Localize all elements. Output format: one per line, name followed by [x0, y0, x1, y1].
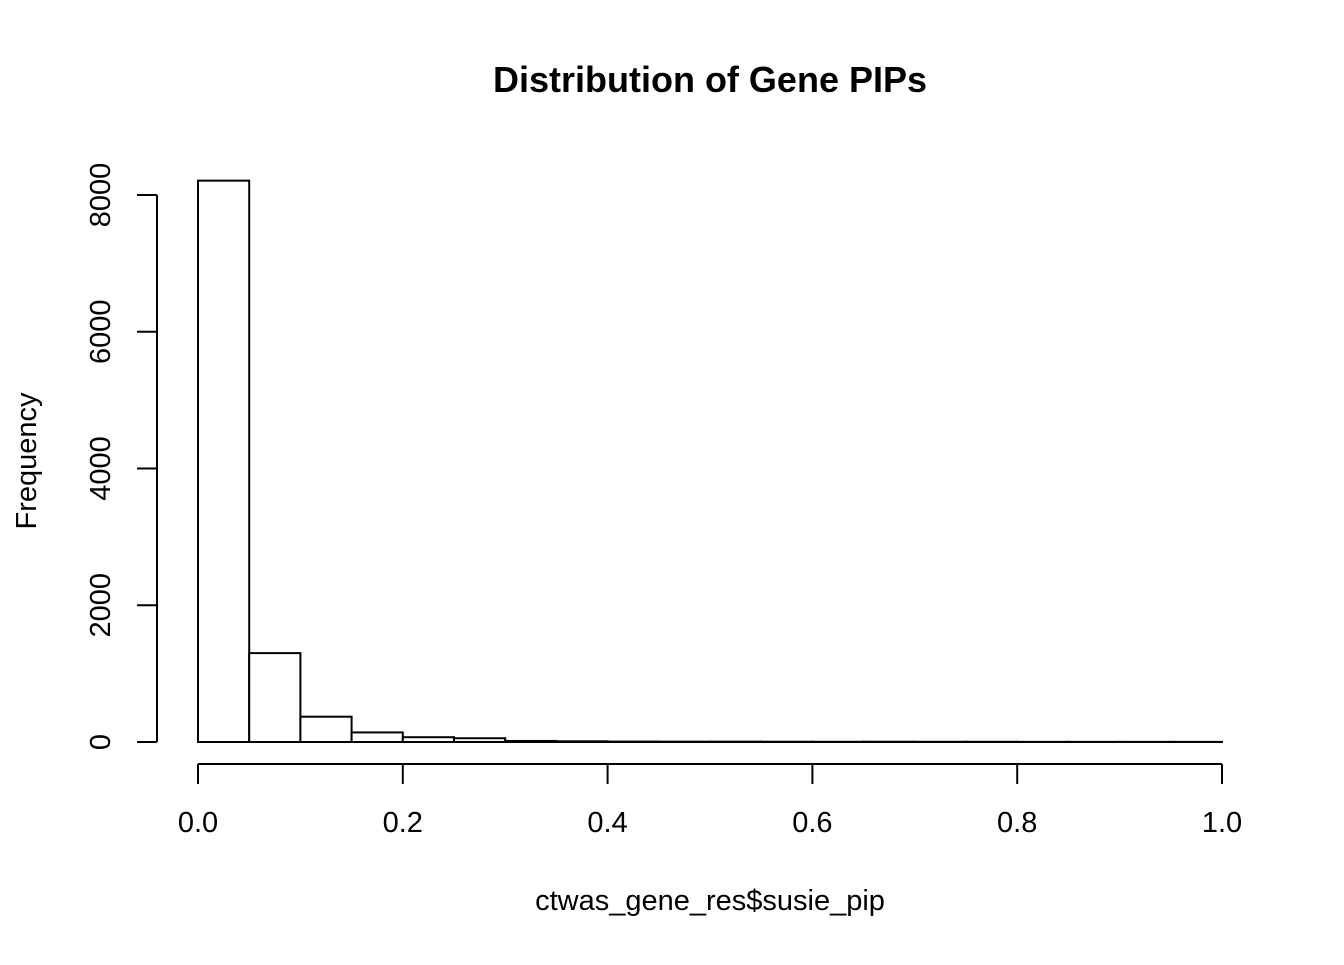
y-tick-label: 6000	[85, 299, 117, 364]
histogram-bar	[198, 181, 249, 742]
y-tick-label: 2000	[85, 573, 117, 638]
x-axis: 0.0 0.2 0.4 0.6 0.8 1.0	[178, 764, 1242, 839]
x-tick-label: 0.8	[997, 807, 1037, 839]
histogram-bar	[556, 741, 607, 742]
histogram-bars	[198, 181, 1222, 742]
x-tick-label: 0.6	[792, 807, 832, 839]
histogram-bar	[249, 653, 300, 742]
x-tick-label: 0.4	[587, 807, 627, 839]
histogram-bar	[300, 717, 351, 742]
histogram-bar	[505, 741, 556, 742]
y-axis: 0 2000 4000 6000 8000	[85, 163, 157, 750]
chart-title: Distribution of Gene PIPs	[493, 59, 927, 100]
histogram-bar	[352, 732, 403, 742]
y-axis-label: Frequency	[11, 392, 43, 530]
x-axis-label: ctwas_gene_res$susie_pip	[535, 885, 885, 917]
x-tick-label: 1.0	[1202, 807, 1242, 839]
y-tick-label: 4000	[85, 436, 117, 501]
histogram-bar	[454, 738, 505, 742]
x-tick-label: 0.0	[178, 807, 218, 839]
histogram-bar	[403, 737, 454, 742]
x-tick-label: 0.2	[383, 807, 423, 839]
y-tick-label: 8000	[85, 163, 117, 228]
y-tick-label: 0	[85, 734, 117, 750]
